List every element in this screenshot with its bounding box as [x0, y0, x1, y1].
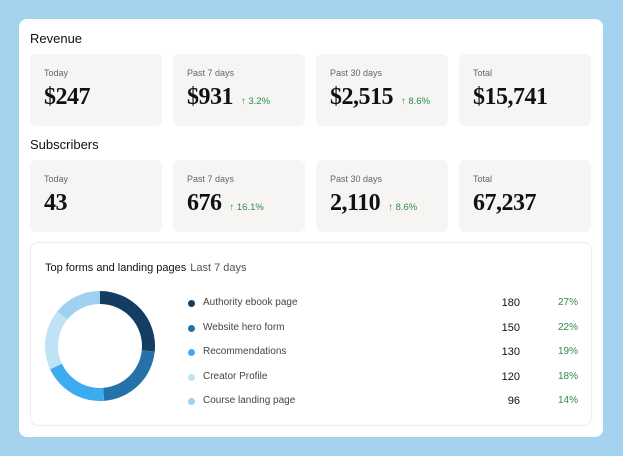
tile-label: Total — [473, 68, 493, 78]
panel-title-text: Top forms and landing pages — [45, 262, 187, 274]
panel-title: Top forms and landing pages Last 7 days — [45, 262, 247, 274]
change-badge: ↑ 3.2% — [241, 96, 271, 107]
legend-dot-icon — [188, 300, 195, 307]
tile-value: 67,237 — [473, 190, 537, 216]
legend-item: Creator Profile 120 18% — [188, 371, 578, 385]
revenue-heading: Revenue — [30, 31, 83, 46]
tile-label: Today — [44, 68, 69, 78]
donut-chart — [45, 291, 155, 401]
item-count: 180 — [501, 297, 520, 309]
item-count: 130 — [501, 346, 520, 358]
legend-dot-icon — [188, 373, 195, 381]
revenue-tile: Total $15,741 — [459, 54, 591, 126]
donut-slice — [57, 291, 100, 320]
donut-slice — [45, 311, 68, 370]
tile-label: Past 30 days — [330, 174, 383, 184]
item-percent: 19% — [557, 346, 578, 357]
item-percent: 22% — [557, 321, 578, 333]
item-name: Creator Profile — [203, 370, 268, 382]
revenue-tile: Today $247 — [30, 54, 162, 126]
legend-dot-icon — [188, 349, 195, 356]
tile-label: Total — [473, 174, 493, 184]
tile-label: Today — [44, 174, 69, 184]
subscribers-tile: Past 7 days 676 ↑ 16.1% — [173, 160, 305, 232]
subscribers-tile: Past 30 days 2,110 ↑ 8.6% — [316, 160, 448, 232]
subscribers-heading: Subscribers — [30, 137, 99, 152]
tile-value: $247 — [44, 84, 91, 110]
legend-dot-icon — [188, 398, 195, 405]
item-name: Course landing page — [203, 395, 296, 406]
legend-dot-icon — [188, 324, 195, 332]
tile-label: Past 7 days — [187, 68, 235, 78]
donut-slice — [100, 291, 155, 352]
revenue-tile: Past 30 days $2,515 ↑ 8.6% — [316, 54, 448, 126]
change-badge: ↑ 16.1% — [229, 202, 264, 213]
item-percent: 14% — [557, 395, 578, 406]
tile-label: Past 30 days — [330, 68, 383, 78]
item-name: Website hero form — [203, 321, 285, 333]
tile-value: $2,515 — [330, 84, 394, 110]
legend-item: Website hero form 150 22% — [188, 322, 578, 336]
subscribers-tile: Total 67,237 — [459, 160, 591, 232]
item-percent: 18% — [557, 370, 578, 382]
item-name: Authority ebook page — [203, 297, 298, 308]
item-count: 96 — [507, 395, 520, 407]
subscribers-tile: Today 43 — [30, 160, 162, 232]
item-count: 150 — [501, 321, 520, 334]
donut-slice — [50, 363, 105, 401]
dashboard-card: Revenue Today $247 Past 7 days $931 ↑ 3.… — [19, 19, 603, 437]
legend-item: Course landing page 96 14% — [188, 395, 578, 409]
period-label: Last 7 days — [190, 262, 247, 274]
tile-value: $931 — [187, 84, 234, 110]
item-percent: 27% — [557, 297, 578, 308]
item-count: 120 — [501, 370, 520, 383]
revenue-tile: Past 7 days $931 ↑ 3.2% — [173, 54, 305, 126]
legend-item: Recommendations 130 19% — [188, 346, 578, 360]
legend-item: Authority ebook page 180 27% — [188, 297, 578, 311]
tile-value: 676 — [187, 190, 222, 216]
tile-value: 43 — [44, 190, 68, 216]
change-badge: ↑ 8.6% — [388, 202, 418, 213]
top-forms-panel: Top forms and landing pages Last 7 days A… — [30, 242, 592, 426]
change-badge: ↑ 8.6% — [401, 96, 431, 107]
tile-value: $15,741 — [473, 84, 548, 110]
donut-slice — [103, 350, 155, 401]
item-name: Recommendations — [203, 346, 287, 357]
tile-value: 2,110 — [330, 190, 381, 216]
tile-label: Past 7 days — [187, 174, 235, 184]
